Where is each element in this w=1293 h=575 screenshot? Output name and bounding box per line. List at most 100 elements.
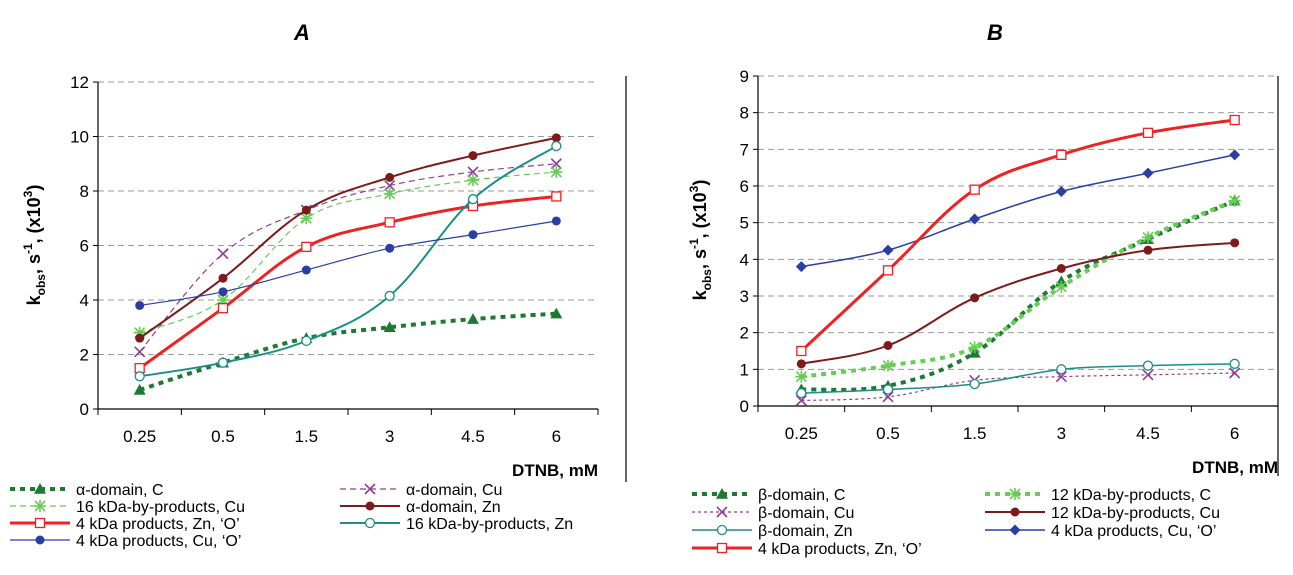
data-point — [1056, 364, 1067, 375]
series-line — [801, 154, 1235, 268]
data-point — [969, 213, 981, 225]
chart-a-title: A — [293, 20, 310, 45]
chart-b-legend: β-domain, C 12 kDa-by-products, C β-domain… — [692, 487, 1220, 558]
series-domain-zn — [796, 358, 1240, 399]
data-point — [1143, 245, 1153, 255]
series-line — [139, 163, 557, 353]
data-point — [468, 230, 478, 240]
legend-entry: α-domain, Cu — [340, 482, 502, 499]
series-line — [139, 145, 557, 378]
chart-b-series — [795, 114, 1241, 407]
chart-a-axes — [93, 76, 627, 482]
legend-marker — [364, 517, 376, 529]
data-point — [301, 241, 312, 253]
data-point — [882, 265, 894, 276]
legend-entry: β-domain, Cu — [692, 505, 854, 522]
series-16-kda-by-products-cu — [133, 165, 563, 339]
x-tick-label: 0.5 — [211, 427, 235, 446]
chart-b-x-tick-labels: 0.25 0.5 1.5 3 4.5 6 — [785, 424, 1240, 443]
series-4-kda-products-cu-o — [795, 149, 1241, 273]
series-line — [801, 198, 1236, 379]
data-point — [551, 140, 562, 152]
series-line — [139, 220, 557, 307]
y-tick-label: 6 — [80, 237, 89, 256]
data-point — [217, 248, 229, 260]
legend-entry: 16 kDa-by-products, Cu — [10, 499, 245, 516]
chart-b-x-axis-label: DTNB, mM — [1192, 458, 1278, 477]
data-point — [1229, 149, 1241, 161]
data-point — [384, 290, 395, 302]
legend-label: 4 kDa products, Cu, ‘O’ — [76, 533, 241, 550]
series-line — [801, 363, 1235, 394]
legend-entry: 16 kDa-by-products, Zn — [340, 516, 573, 533]
data-point — [301, 335, 312, 347]
data-point — [217, 303, 229, 314]
data-point — [218, 273, 228, 283]
data-point — [970, 293, 980, 303]
legend-label: α-domain, C — [76, 482, 164, 499]
legend-entry: 12 kDa-by-products, C — [985, 487, 1211, 504]
legend-label: 4 kDa products, Cu, ‘O’ — [1051, 523, 1216, 540]
data-point — [795, 261, 807, 273]
legend-label: α-domain, Cu — [406, 482, 502, 499]
x-tick-label: 0.25 — [785, 424, 818, 443]
data-point — [1229, 358, 1240, 369]
data-point — [968, 341, 981, 354]
chart-b-title: B — [987, 20, 1003, 45]
data-point — [1142, 360, 1154, 371]
data-point — [1142, 167, 1154, 179]
series-12-kda-by-products-cu — [796, 238, 1240, 369]
x-tick-label: 0.25 — [123, 427, 156, 446]
y-tick-label: 5 — [740, 214, 749, 233]
series-4-kda-products-zn-o — [796, 114, 1240, 357]
data-point — [551, 191, 562, 202]
legend-marker — [34, 517, 46, 529]
legend-marker — [1009, 488, 1021, 500]
legend-label: β-domain, Zn — [758, 523, 853, 540]
y-tick-label: 2 — [80, 346, 89, 365]
chart-a-x-axis-label: DTNB, mM — [512, 461, 598, 480]
data-point — [550, 307, 563, 319]
legend-entry: 4 kDa products, Cu, ‘O’ — [985, 523, 1216, 540]
series-line — [801, 241, 1235, 365]
data-point — [385, 172, 395, 182]
y-tick-label: 8 — [80, 182, 89, 201]
legend-entry: 12 kDa-by-products, Cu — [985, 505, 1220, 522]
series-line — [139, 311, 557, 392]
x-tick-label: 6 — [1230, 424, 1239, 443]
series-line — [138, 194, 557, 370]
legend-marker — [364, 483, 376, 495]
data-point — [1055, 186, 1067, 197]
y-tick-label: 7 — [740, 140, 749, 159]
series-12-kda-by-products-c — [795, 194, 1241, 383]
data-point — [551, 216, 561, 226]
data-point — [467, 194, 479, 205]
chart-b: B 0 1 2 3 4 5 6 7 8 9 0.25 0.5 1.5 3 4.5 6 DTNB, mM ko… — [687, 20, 1279, 558]
data-point — [1142, 127, 1154, 138]
legend-label: 16 kDa-by-products, Zn — [406, 516, 573, 533]
data-point — [1056, 149, 1067, 160]
chart-a-series — [133, 133, 563, 395]
y-tick-label: 8 — [740, 104, 749, 123]
data-point — [217, 294, 229, 306]
series-line — [139, 136, 557, 339]
data-point — [551, 133, 561, 143]
legend-marker — [716, 524, 728, 536]
data-point — [969, 184, 980, 195]
legend-entry: 4 kDa products, Zn, ‘O’ — [692, 541, 922, 558]
data-point — [1056, 264, 1066, 273]
chart-a-legend: α-domain, C α-domain, Cu 16 kDa-by-product… — [10, 482, 573, 550]
data-point — [882, 244, 894, 256]
data-point — [882, 391, 894, 403]
legend-entry: α-domain, C — [10, 482, 164, 499]
data-point — [385, 243, 395, 253]
legend-marker — [365, 501, 375, 511]
y-tick-label: 12 — [70, 73, 89, 92]
legend-label: β-domain, C — [758, 487, 845, 504]
series-4-kda-products-cu-o — [135, 216, 561, 310]
data-point — [301, 205, 311, 215]
data-point — [1228, 194, 1241, 207]
data-point — [1142, 369, 1154, 381]
chart-a-y-axis-label: kobs, s-1, (x103) — [21, 185, 48, 306]
